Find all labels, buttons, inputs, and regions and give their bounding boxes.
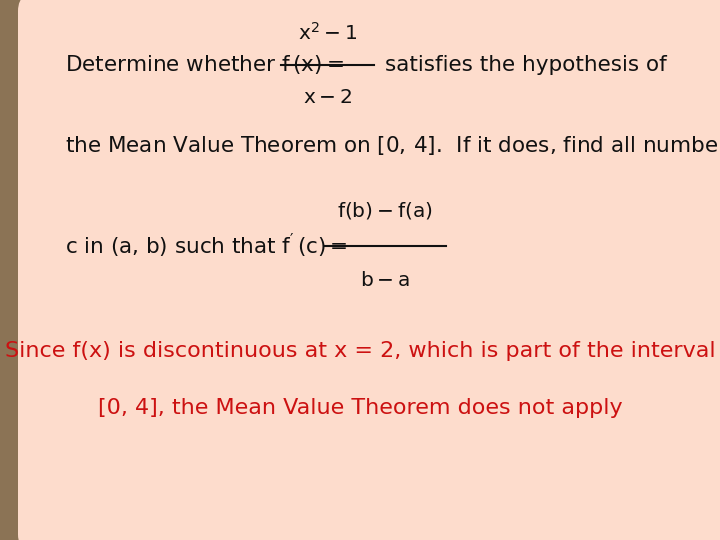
- Text: Determine whether $\mathregular{f\,(x)=}$: Determine whether $\mathregular{f\,(x)=}…: [65, 53, 343, 76]
- Text: $\mathregular{f(b)-f(a)}$: $\mathregular{f(b)-f(a)}$: [338, 200, 433, 221]
- Text: $\mathregular{b-a}$: $\mathregular{b-a}$: [360, 271, 410, 291]
- Text: satisfies the hypothesis of: satisfies the hypothesis of: [385, 55, 667, 75]
- Text: the Mean Value Theorem on $\mathregular{[0,\,4]}$.  If it does, find all numbers: the Mean Value Theorem on $\mathregular{…: [65, 134, 720, 157]
- Text: c in (a, b) such that $\mathregular{f'\,(c)=}$: c in (a, b) such that $\mathregular{f'\,…: [65, 232, 348, 260]
- Text: $\mathregular{x-2}$: $\mathregular{x-2}$: [303, 87, 352, 107]
- Text: [0, 4], the Mean Value Theorem does not apply: [0, 4], the Mean Value Theorem does not …: [98, 397, 622, 418]
- FancyBboxPatch shape: [18, 0, 720, 540]
- Text: Since f(x) is discontinuous at x = 2, which is part of the interval: Since f(x) is discontinuous at x = 2, wh…: [5, 341, 715, 361]
- Text: $\mathregular{x^2-1}$: $\mathregular{x^2-1}$: [298, 22, 357, 43]
